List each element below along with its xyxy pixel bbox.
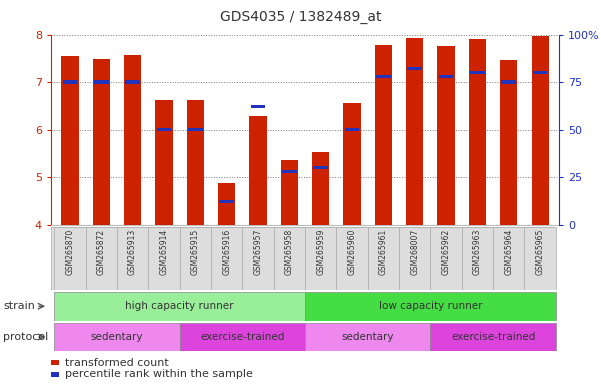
Bar — [469, 39, 486, 225]
Text: high capacity runner: high capacity runner — [126, 301, 234, 311]
Bar — [533, 71, 548, 74]
Text: GSM265962: GSM265962 — [442, 228, 451, 275]
FancyBboxPatch shape — [180, 227, 211, 290]
FancyBboxPatch shape — [305, 227, 337, 290]
Bar — [312, 152, 329, 225]
Bar — [313, 166, 328, 169]
Bar — [438, 46, 455, 225]
Text: GSM265957: GSM265957 — [254, 228, 263, 275]
FancyBboxPatch shape — [54, 323, 180, 351]
Bar — [281, 161, 298, 225]
FancyBboxPatch shape — [148, 227, 180, 290]
FancyBboxPatch shape — [337, 227, 368, 290]
Bar — [501, 80, 516, 84]
Text: sedentary: sedentary — [91, 332, 143, 342]
Text: GSM265916: GSM265916 — [222, 228, 231, 275]
Text: GDS4035 / 1382489_at: GDS4035 / 1382489_at — [220, 10, 381, 23]
FancyBboxPatch shape — [85, 227, 117, 290]
Bar — [282, 170, 297, 173]
Bar — [94, 80, 109, 84]
Bar — [531, 35, 549, 225]
Text: exercise-trained: exercise-trained — [200, 332, 284, 342]
Bar — [125, 80, 140, 84]
Text: strain: strain — [3, 301, 35, 311]
Text: low capacity runner: low capacity runner — [379, 301, 482, 311]
Text: GSM268007: GSM268007 — [410, 228, 419, 275]
FancyBboxPatch shape — [399, 227, 430, 290]
Text: GSM265959: GSM265959 — [316, 228, 325, 275]
FancyBboxPatch shape — [525, 227, 556, 290]
Bar — [470, 71, 485, 74]
Text: percentile rank within the sample: percentile rank within the sample — [65, 369, 253, 379]
Text: GSM265872: GSM265872 — [97, 228, 106, 275]
Bar — [218, 183, 235, 225]
Bar — [93, 59, 110, 225]
Text: GSM265960: GSM265960 — [347, 228, 356, 275]
Text: GSM265963: GSM265963 — [473, 228, 482, 275]
Text: GSM265964: GSM265964 — [504, 228, 513, 275]
Bar — [61, 56, 79, 225]
Bar — [376, 75, 391, 78]
Text: exercise-trained: exercise-trained — [451, 332, 535, 342]
FancyBboxPatch shape — [305, 323, 430, 351]
FancyBboxPatch shape — [430, 323, 556, 351]
FancyBboxPatch shape — [462, 227, 493, 290]
Bar — [406, 38, 423, 225]
Text: sedentary: sedentary — [341, 332, 394, 342]
Text: GSM265914: GSM265914 — [159, 228, 168, 275]
Text: protocol: protocol — [3, 332, 48, 342]
Bar — [188, 128, 203, 131]
Text: GSM265913: GSM265913 — [128, 228, 137, 275]
Bar — [375, 45, 392, 225]
FancyBboxPatch shape — [211, 227, 242, 290]
Text: GSM265961: GSM265961 — [379, 228, 388, 275]
FancyBboxPatch shape — [51, 360, 59, 366]
Bar — [407, 67, 422, 70]
FancyBboxPatch shape — [305, 292, 556, 321]
Bar — [157, 128, 171, 131]
FancyBboxPatch shape — [242, 227, 273, 290]
FancyBboxPatch shape — [273, 227, 305, 290]
Bar — [500, 60, 517, 225]
Bar — [63, 80, 77, 84]
Bar — [155, 100, 172, 225]
FancyBboxPatch shape — [493, 227, 525, 290]
FancyBboxPatch shape — [54, 292, 305, 321]
Bar — [439, 75, 453, 78]
FancyBboxPatch shape — [368, 227, 399, 290]
Bar — [249, 116, 267, 225]
Bar — [124, 55, 141, 225]
Bar — [251, 105, 265, 108]
Text: GSM265915: GSM265915 — [191, 228, 200, 275]
Text: GSM265870: GSM265870 — [66, 228, 75, 275]
Text: GSM265958: GSM265958 — [285, 228, 294, 275]
Text: transformed count: transformed count — [65, 358, 169, 368]
FancyBboxPatch shape — [54, 227, 85, 290]
FancyBboxPatch shape — [51, 372, 59, 377]
Bar — [343, 103, 361, 225]
Bar — [219, 200, 234, 204]
Bar — [187, 100, 204, 225]
Bar — [345, 128, 359, 131]
FancyBboxPatch shape — [51, 227, 553, 290]
Text: GSM265965: GSM265965 — [535, 228, 545, 275]
FancyBboxPatch shape — [430, 227, 462, 290]
FancyBboxPatch shape — [180, 323, 305, 351]
FancyBboxPatch shape — [117, 227, 148, 290]
